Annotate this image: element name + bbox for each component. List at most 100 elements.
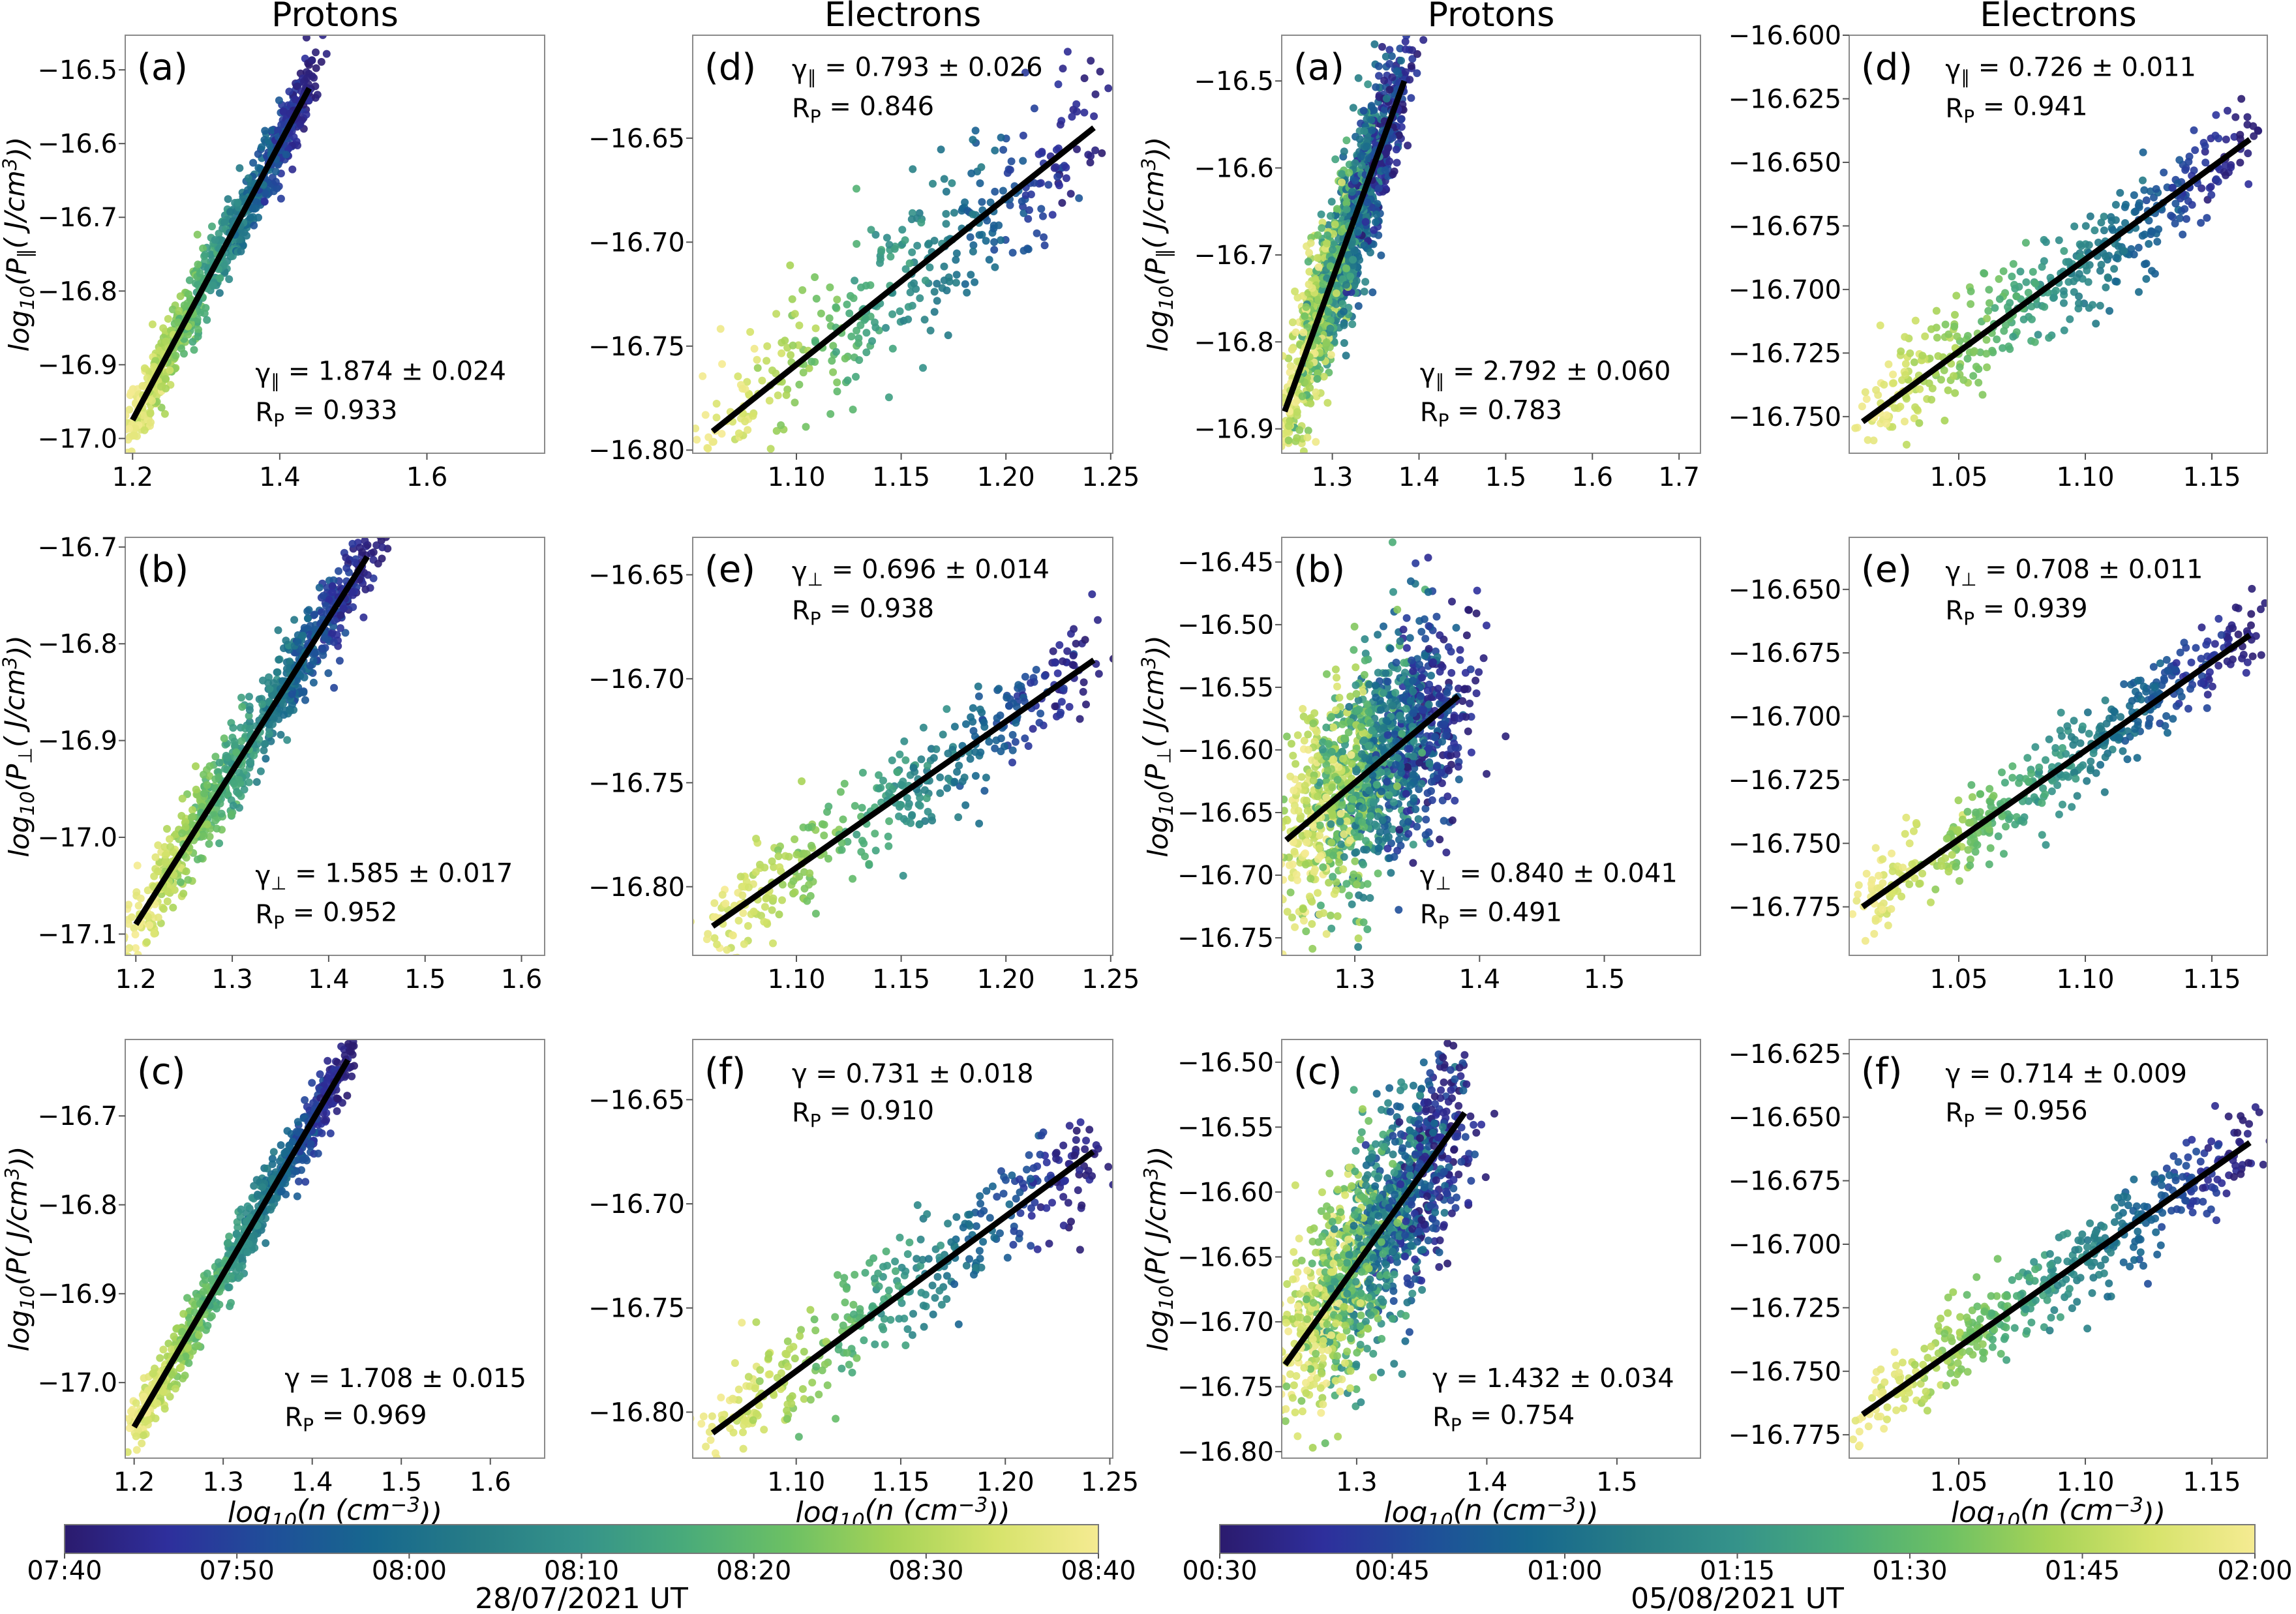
data-point xyxy=(848,1368,856,1377)
data-point xyxy=(225,1233,234,1241)
data-point xyxy=(1073,145,1081,153)
data-point xyxy=(836,788,845,796)
data-point xyxy=(1338,300,1347,308)
data-point xyxy=(1351,176,1359,185)
data-point xyxy=(729,1428,738,1437)
data-point xyxy=(339,605,348,613)
data-point xyxy=(736,873,745,881)
data-point xyxy=(866,1259,873,1267)
data-point xyxy=(1078,1201,1086,1210)
data-point xyxy=(278,1187,286,1195)
data-point xyxy=(1006,201,1014,209)
data-point xyxy=(335,657,344,665)
data-point xyxy=(783,1337,792,1345)
data-point xyxy=(1397,115,1405,124)
data-point xyxy=(148,396,156,405)
data-point xyxy=(1009,1240,1018,1249)
data-point xyxy=(1029,1164,1038,1173)
data-point xyxy=(125,411,130,420)
data-point xyxy=(693,918,695,925)
data-point xyxy=(258,143,266,151)
data-point xyxy=(1014,681,1023,689)
y-tick-label: −16.65 xyxy=(588,560,685,590)
data-point xyxy=(194,260,202,269)
data-point xyxy=(303,74,311,82)
data-point xyxy=(202,1281,210,1290)
data-point xyxy=(312,48,320,57)
data-point xyxy=(1053,173,1062,181)
axes-frame xyxy=(692,1039,1113,1459)
data-point xyxy=(206,250,215,259)
data-point xyxy=(127,1407,135,1416)
data-point xyxy=(243,1202,252,1210)
data-point xyxy=(359,613,368,621)
data-point xyxy=(168,1345,175,1354)
data-point xyxy=(888,310,897,318)
data-point xyxy=(976,705,984,713)
data-point xyxy=(312,64,320,72)
data-point xyxy=(1058,199,1066,207)
data-point xyxy=(770,1391,778,1399)
data-point xyxy=(160,843,169,851)
data-point xyxy=(744,426,752,434)
data-point xyxy=(898,1263,906,1272)
data-point xyxy=(262,755,270,763)
data-point xyxy=(267,691,276,699)
data-point xyxy=(131,931,140,938)
data-point xyxy=(894,1281,903,1290)
data-point xyxy=(828,357,836,365)
data-point xyxy=(1305,267,1314,276)
data-point xyxy=(308,1079,316,1087)
data-point xyxy=(716,325,725,333)
data-point xyxy=(825,314,834,322)
data-point xyxy=(1286,457,1293,465)
panel-label: (b) xyxy=(137,548,189,591)
data-point xyxy=(336,624,344,633)
data-point xyxy=(783,1407,791,1414)
pearson-annotation: RP = 0.969 xyxy=(284,1401,427,1436)
data-point xyxy=(183,1344,192,1352)
data-point xyxy=(150,929,159,938)
data-point xyxy=(237,1205,245,1214)
data-point xyxy=(349,603,357,611)
data-point xyxy=(942,210,950,218)
data-point xyxy=(909,1309,917,1318)
data-point xyxy=(882,323,890,332)
data-point xyxy=(1333,205,1341,213)
data-point xyxy=(920,316,929,324)
y-tick-label: −16.7 xyxy=(37,533,117,563)
data-point xyxy=(136,894,145,903)
data-point xyxy=(860,839,868,848)
data-point xyxy=(885,817,894,826)
data-point xyxy=(917,1289,926,1297)
data-point xyxy=(943,1295,951,1303)
data-point xyxy=(888,344,897,353)
data-point xyxy=(1037,205,1046,213)
data-point xyxy=(739,909,748,918)
data-point xyxy=(885,241,894,249)
y-tick-label: −16.9 xyxy=(37,1279,117,1309)
data-point xyxy=(341,1071,350,1079)
data-point xyxy=(965,1210,974,1219)
data-point xyxy=(1012,702,1021,711)
data-point xyxy=(1012,1195,1020,1203)
data-point xyxy=(727,469,734,477)
data-point xyxy=(702,1442,710,1451)
data-point xyxy=(913,1201,922,1209)
data-point xyxy=(884,789,893,798)
data-point xyxy=(1360,241,1368,250)
data-point xyxy=(930,308,939,316)
data-point xyxy=(815,1390,823,1399)
data-point xyxy=(185,290,192,299)
data-point xyxy=(928,816,937,825)
data-point xyxy=(207,1312,216,1321)
data-point xyxy=(1070,625,1078,633)
data-point xyxy=(313,91,322,99)
data-point xyxy=(243,232,250,240)
data-point xyxy=(229,801,237,810)
data-point xyxy=(777,421,785,429)
y-tick-label: −16.70 xyxy=(588,228,685,258)
data-point xyxy=(789,877,798,886)
data-point xyxy=(791,310,799,318)
data-point xyxy=(832,1414,840,1423)
